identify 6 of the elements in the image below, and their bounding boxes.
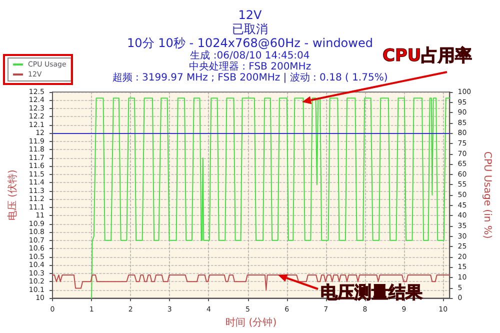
annotation: 电压测量结果: [320, 282, 422, 304]
y-axis-title: 电压 (伏特): [6, 169, 18, 221]
y2-axis-title: CPU Usage (in %): [482, 151, 492, 239]
x-axis-title: 时间 (分钟): [226, 316, 277, 328]
line-series: [91, 98, 450, 299]
chart-title: 12V: [238, 8, 263, 22]
